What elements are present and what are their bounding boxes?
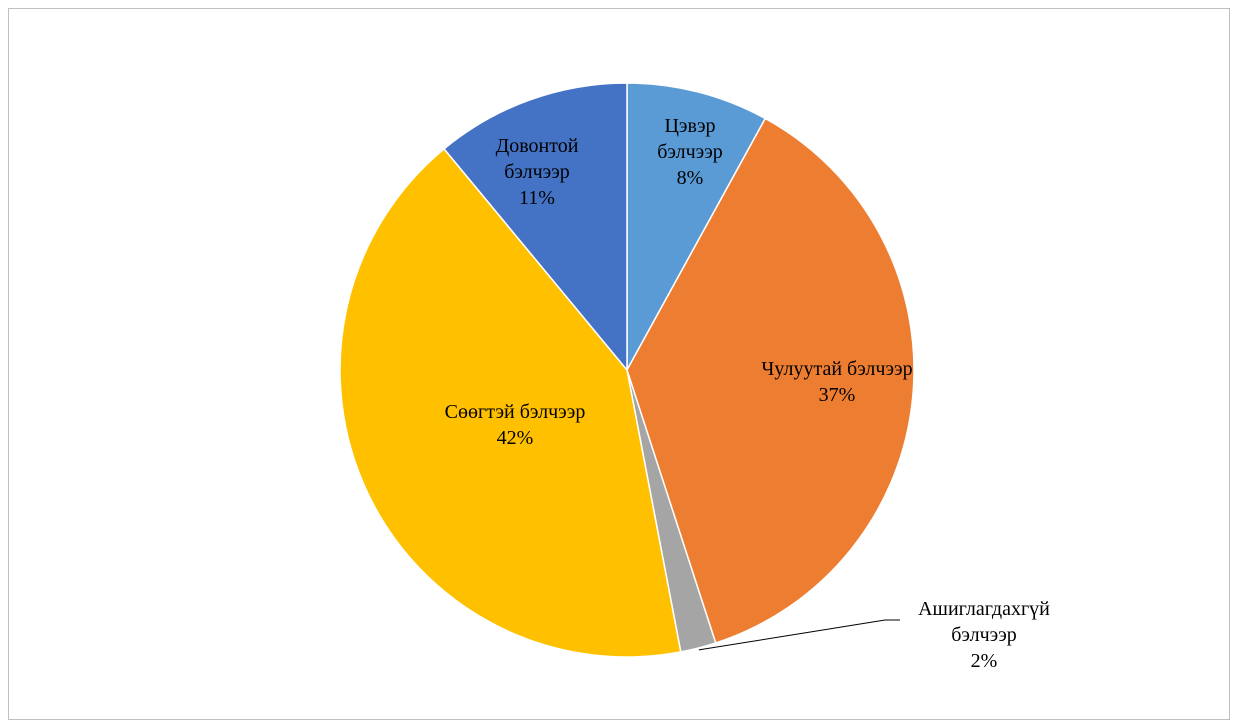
slice-label-line: 2% <box>971 650 998 672</box>
slice-label-line: Цэвэр <box>664 115 715 137</box>
slice-labels: Цэвэр бэлчээр 8% Чулуутай бэлчээр 37% Ашиглаг… <box>445 115 1051 672</box>
slice-label-line: бэлчээр <box>951 624 1017 646</box>
slice-label-line: Довонтой <box>496 135 579 157</box>
slice-label-3: Ашиглагдахгүй бэлчээр 2% <box>918 598 1050 672</box>
slice-label-5: Довонтой бэлчээр 11% <box>496 135 579 209</box>
slice-label-2: Чулуутай бэлчээр 37% <box>761 358 912 406</box>
pie-slice-1 <box>626 82 767 371</box>
slice-label-line: бэлчээр <box>657 141 723 163</box>
pie-slice-2 <box>626 117 915 644</box>
slice-label-line: Ашиглагдахгүй <box>918 598 1050 620</box>
leader-lines <box>698 619 900 651</box>
slice-label-line: Чулуутай бэлчээр <box>761 358 912 380</box>
pie-slice-4 <box>339 147 682 658</box>
slice-label-line: 8% <box>677 167 704 189</box>
slice-label-line: бэлчээр <box>504 161 570 183</box>
slice-label-line: Сөөгтэй бэлчээр <box>445 401 586 423</box>
pie-slice-5 <box>443 82 628 373</box>
slice-label-line: 37% <box>819 384 856 406</box>
slice-label-4: Сөөгтэй бэлчээр 42% <box>445 401 586 449</box>
slice-label-line: 42% <box>497 427 534 449</box>
leader-line <box>698 619 900 651</box>
slice-label-line: 11% <box>519 187 555 209</box>
slice-label-1: Цэвэр бэлчээр 8% <box>657 115 723 189</box>
pie-slices <box>339 82 915 658</box>
